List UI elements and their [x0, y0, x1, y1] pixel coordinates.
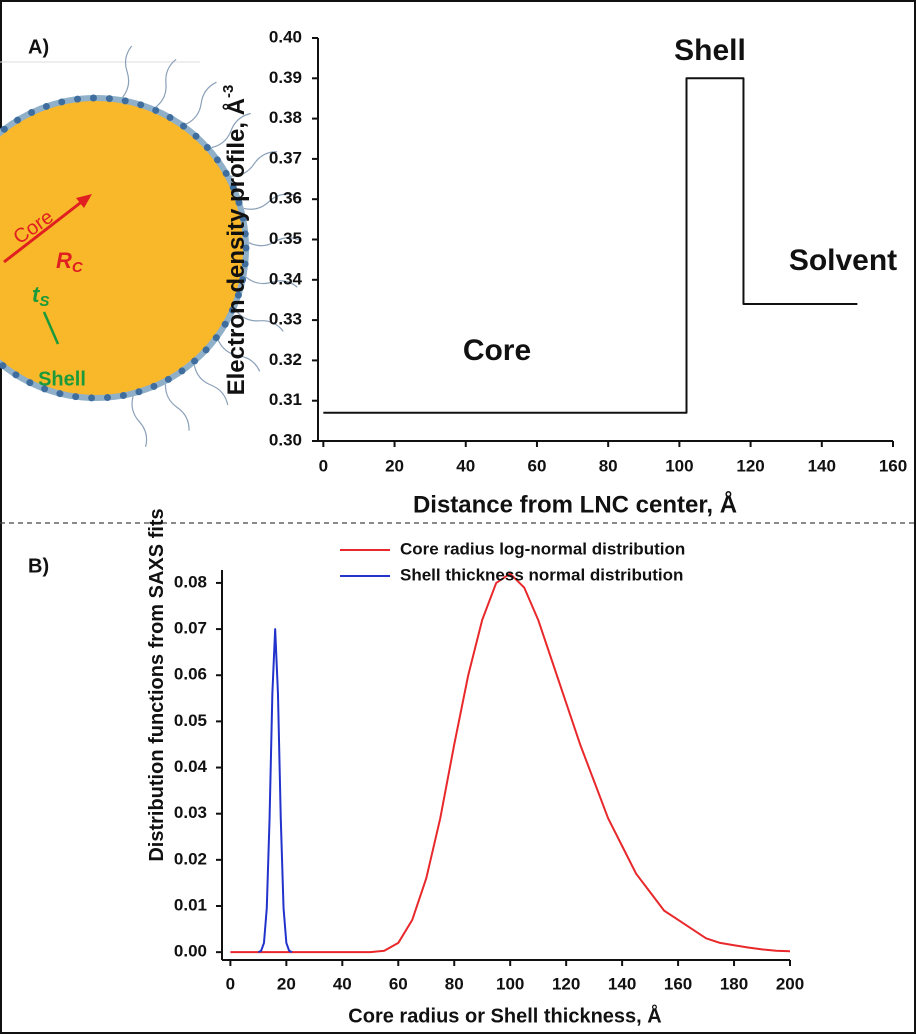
- illustration: Core RC tS Shell: [0, 45, 302, 448]
- y-tick-label: 0.38: [269, 108, 302, 127]
- annotation: Core: [463, 334, 531, 367]
- y-tick-label: 0.06: [174, 665, 207, 684]
- series-line: [230, 572, 791, 954]
- x-tick-label: 180: [720, 974, 748, 993]
- thickness-label: tS: [32, 282, 49, 310]
- radius-subscript: C: [72, 259, 84, 276]
- ligand: [217, 339, 261, 372]
- y-tick-label: 0.07: [174, 619, 207, 638]
- x-tick-label: 0: [226, 974, 235, 993]
- y-tick-label: 0.08: [174, 572, 207, 591]
- thickness-arrow: [42, 311, 60, 345]
- shell-label: Shell: [38, 368, 86, 390]
- ligand: [185, 81, 217, 125]
- panel-label: A): [28, 36, 49, 58]
- ligand: [155, 58, 177, 108]
- x-tick-label: 160: [879, 456, 907, 475]
- y-axis-label: Electron density profile, Å-3: [220, 85, 250, 396]
- x-tick-label: 100: [496, 974, 524, 993]
- y-axis-label-superscript: -3: [220, 85, 237, 98]
- y-tick-label: 0.30: [269, 430, 302, 449]
- y-axis-label: Distribution functions from SAXS fits: [146, 508, 168, 861]
- x-tick-label: 140: [808, 456, 836, 475]
- ligand: [211, 112, 251, 149]
- series-line: [257, 628, 293, 954]
- ligand: [248, 237, 302, 247]
- ligand: [235, 309, 284, 332]
- ligand: [164, 384, 190, 431]
- x-tick-label: 60: [528, 456, 547, 475]
- y-tick-label: 0.34: [269, 269, 303, 288]
- x-tick-label: 0: [319, 456, 328, 475]
- y-tick-label: 0.04: [174, 757, 208, 776]
- x-tick-label: 80: [599, 456, 618, 475]
- arrow-head: [76, 194, 92, 208]
- x-tick-label: 100: [665, 456, 693, 475]
- legend-label: Shell thickness normal distribution: [400, 565, 683, 584]
- legend-label: Core radius log-normal distribution: [400, 539, 685, 558]
- ligand: [231, 151, 278, 177]
- x-tick-label: 120: [552, 974, 580, 993]
- x-tick-label: 20: [277, 974, 296, 993]
- ligand: [243, 193, 295, 210]
- y-tick-label: 0.32: [269, 350, 302, 369]
- y-tick-label: 0.02: [174, 849, 207, 868]
- thickness-symbol: t: [32, 282, 41, 307]
- ligand: [245, 276, 298, 288]
- radius-symbol: R: [56, 248, 72, 273]
- x-tick-label: 40: [333, 974, 352, 993]
- y-tick-label: 0.00: [174, 942, 207, 961]
- radius-arrow: [3, 198, 85, 264]
- x-tick-label: 120: [736, 456, 764, 475]
- panel-label: B): [28, 555, 49, 577]
- ligand: [193, 365, 229, 406]
- ligand: [122, 45, 133, 98]
- y-tick-label: 0.37: [269, 148, 302, 167]
- y-tick-label: 0.03: [174, 803, 207, 822]
- y-tick-label: 0.05: [174, 711, 207, 730]
- annotation: Shell: [674, 34, 746, 67]
- y-tick-label: 0.33: [269, 310, 302, 329]
- profile-line: [323, 77, 858, 414]
- y-tick-label: 0.39: [269, 68, 302, 87]
- y-axis-label-text: Electron density profile, Å: [222, 98, 250, 395]
- radius-label: RC: [56, 248, 84, 276]
- x-tick-label: 160: [664, 974, 692, 993]
- x-tick-label: 20: [385, 456, 404, 475]
- thickness-subscript: S: [39, 293, 49, 310]
- y-tick-label: 0.01: [174, 895, 207, 914]
- y-axis-label-text: Distribution functions from SAXS fits: [146, 508, 168, 861]
- x-axis-label: Core radius or Shell thickness, Å: [348, 1003, 661, 1027]
- x-tick-label: 40: [456, 456, 475, 475]
- x-tick-label: 200: [776, 974, 804, 993]
- annotation: Solvent: [789, 244, 897, 277]
- x-tick-label: 60: [389, 974, 408, 993]
- x-tick-label: 140: [608, 974, 636, 993]
- y-tick-label: 0.36: [269, 189, 302, 208]
- y-tick-label: 0.31: [269, 390, 302, 409]
- y-tick-label: 0.40: [269, 27, 302, 46]
- ligand: [131, 396, 148, 448]
- x-tick-label: 80: [445, 974, 464, 993]
- shell-beads: [0, 94, 250, 402]
- y-tick-label: 0.35: [269, 229, 302, 248]
- x-axis-label: Distance from LNC center, Å: [413, 490, 737, 518]
